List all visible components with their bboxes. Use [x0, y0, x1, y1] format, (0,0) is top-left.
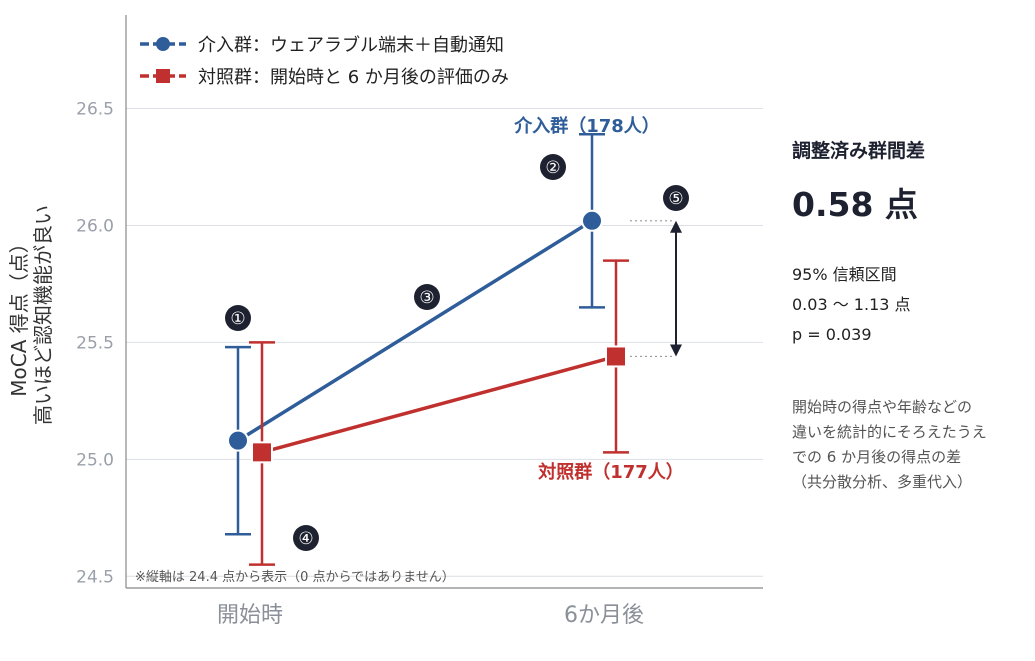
- ci-label: 95% 信頼区間: [792, 265, 897, 284]
- label-control-group: 対照群（177人）: [537, 461, 684, 483]
- badge-1-label: ①: [230, 309, 245, 329]
- y-axis-subtitle: 高いほど認知機能が良い: [31, 205, 55, 425]
- x-tick-labels: 開始時 6か月後: [217, 603, 644, 628]
- p-value: p = 0.039: [792, 325, 872, 344]
- y-tick-label: 26.5: [76, 100, 114, 120]
- axes: [125, 15, 763, 589]
- badge-3-label: ③: [419, 288, 434, 308]
- difference-value: 0.58: [792, 185, 874, 224]
- y-tick-label: 25.5: [76, 333, 114, 353]
- badge-2-label: ②: [545, 158, 560, 178]
- difference-arrow-head-top: [670, 220, 682, 233]
- legend-label-control: 対照群：開始時と 6 か月後の評価のみ: [198, 67, 509, 88]
- label-intervention-group: 介入群（178人）: [513, 115, 660, 137]
- y-tick-label: 25.0: [76, 450, 114, 470]
- legend-marker-square: [156, 69, 170, 83]
- x-tick-label: 開始時: [217, 603, 283, 628]
- series: [225, 133, 629, 566]
- method-note-line: での 6 か月後の得点の差: [792, 448, 962, 466]
- series-control: [249, 259, 629, 566]
- legend-item-intervention: 介入群：ウェアラブル端末＋自動通知: [140, 34, 504, 56]
- legend-item-control: 対照群：開始時と 6 か月後の評価のみ: [140, 67, 509, 88]
- ci-range: 0.03 〜 1.13 点: [792, 295, 911, 314]
- difference-arrow-head-bottom: [670, 344, 682, 357]
- difference-arrow: [630, 220, 682, 358]
- data-point: [581, 209, 603, 232]
- axis-footnote: ※縦軸は 24.4 点から表示（0 点からではありません）: [135, 570, 455, 585]
- badge-4-label: ④: [298, 529, 313, 549]
- method-note-line: 開始時の得点や年齢などの: [792, 398, 973, 416]
- badge-3: ③: [414, 284, 440, 310]
- legend-marker-circle: [156, 37, 170, 51]
- series-line: [237, 219, 593, 443]
- badge-5-label: ⑤: [668, 189, 683, 209]
- data-point: [605, 345, 627, 368]
- badge-4: ④: [293, 525, 319, 551]
- y-tick-label: 26.0: [76, 216, 114, 236]
- badge-1: ①: [225, 305, 251, 331]
- data-point: [251, 441, 273, 464]
- y-tick-label: 24.5: [76, 567, 114, 587]
- legend: 介入群：ウェアラブル端末＋自動通知 対照群：開始時と 6 か月後の評価のみ: [140, 34, 509, 88]
- x-tick-label: 6か月後: [564, 603, 644, 628]
- y-axis-title: MoCA 得点（点）: [7, 233, 31, 397]
- badge-5: ⑤: [663, 185, 689, 211]
- method-note-line: 違いを統計的にそろえたうえ: [792, 423, 987, 441]
- difference-value-block: 0.58 点: [792, 178, 918, 226]
- difference-title: 調整済み群間差: [792, 140, 926, 162]
- series-line: [261, 354, 617, 455]
- method-note-line: （共分散分析、多重代入）: [792, 473, 973, 491]
- badge-2: ②: [540, 154, 566, 180]
- grid-lines: [126, 108, 763, 577]
- legend-label-intervention: 介入群：ウェアラブル端末＋自動通知: [198, 34, 504, 56]
- method-note: 開始時の得点や年齢などの 違いを統計的にそろえたうえ での 6 か月後の得点の差…: [792, 395, 1032, 495]
- difference-unit: 点: [884, 185, 918, 224]
- y-tick-labels: 24.5 25.0 25.5 26.0 26.5: [76, 100, 114, 588]
- data-point: [227, 429, 249, 452]
- series-intervention: [225, 133, 605, 536]
